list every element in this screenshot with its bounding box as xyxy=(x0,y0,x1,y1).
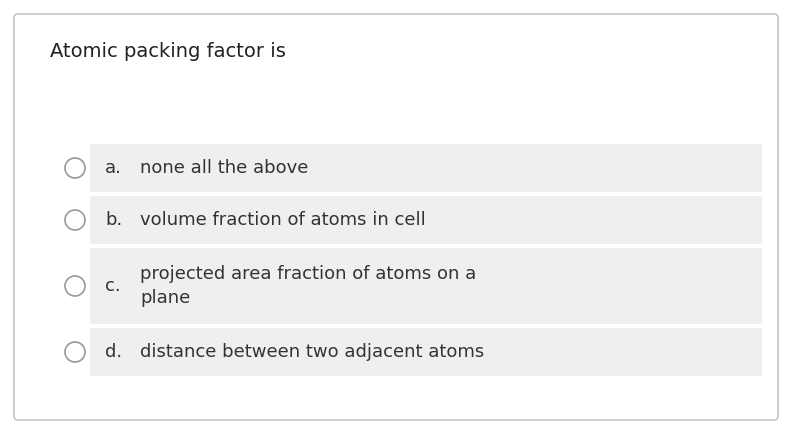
Text: none all the above: none all the above xyxy=(140,159,308,177)
Text: volume fraction of atoms in cell: volume fraction of atoms in cell xyxy=(140,211,426,229)
FancyBboxPatch shape xyxy=(14,14,778,420)
Text: b.: b. xyxy=(105,211,122,229)
Text: c.: c. xyxy=(105,277,120,295)
Text: d.: d. xyxy=(105,343,122,361)
Text: projected area fraction of atoms on a
plane: projected area fraction of atoms on a pl… xyxy=(140,265,476,307)
Bar xyxy=(90,328,762,376)
Text: distance between two adjacent atoms: distance between two adjacent atoms xyxy=(140,343,484,361)
Bar xyxy=(90,248,762,324)
Text: Atomic packing factor is: Atomic packing factor is xyxy=(50,42,286,61)
Text: a.: a. xyxy=(105,159,122,177)
Bar xyxy=(90,196,762,244)
Bar xyxy=(90,144,762,192)
